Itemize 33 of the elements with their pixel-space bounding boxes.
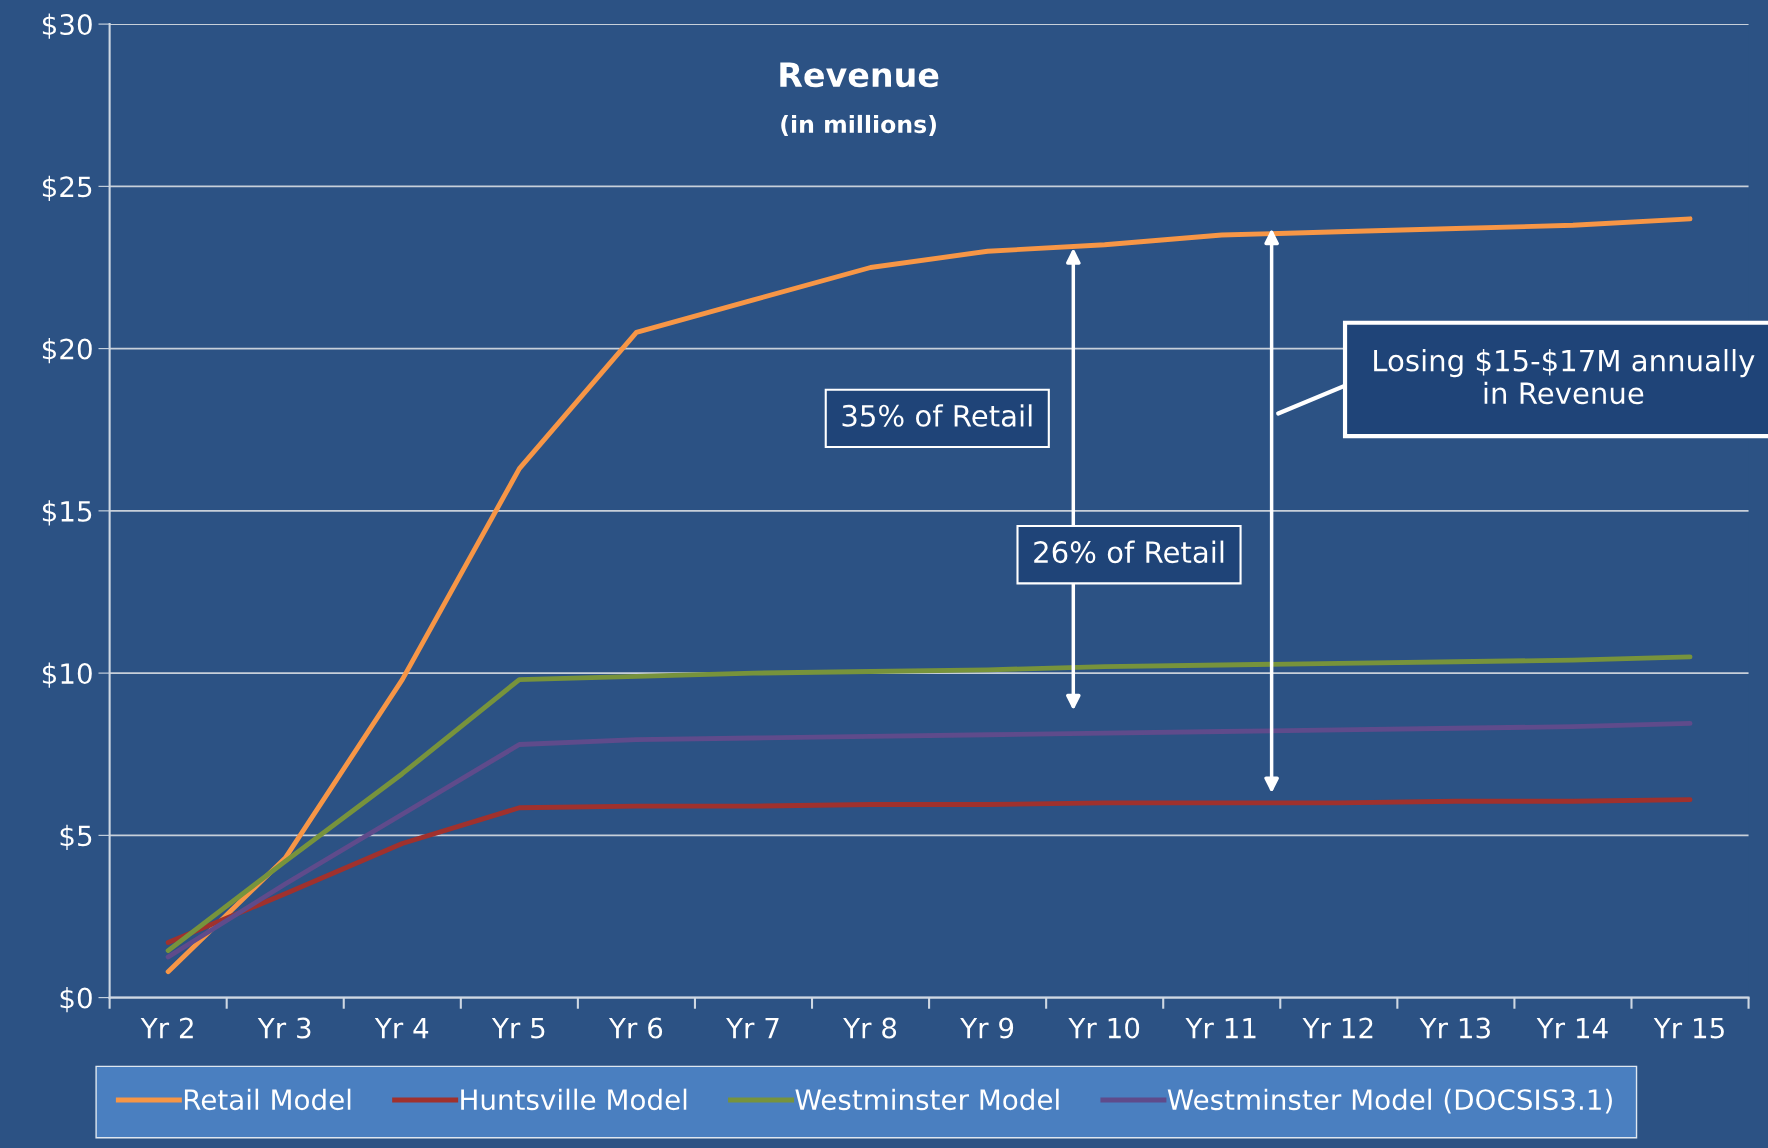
text: Revenue: [780, 62, 939, 88]
x-tick-label: Yr 15: [1653, 1017, 1724, 1039]
y-tick-label: $10: [42, 662, 92, 688]
x-tick-label: Yr 5: [491, 1017, 545, 1039]
y-tick-label: $25: [42, 175, 92, 201]
y-tick-label: $30: [42, 13, 92, 39]
line-series: [165, 654, 1693, 953]
legend-label: Westminster Model (DOCSIS3.1): [1167, 1088, 1612, 1114]
y-tick-label: $15: [42, 500, 92, 526]
x-tick-label: Yr 9: [960, 1017, 1014, 1039]
x-tick-label: Yr 4: [374, 1017, 429, 1039]
x-tick-label: Yr 11: [1185, 1017, 1256, 1039]
x-tick-label: Yr 2: [140, 1017, 193, 1039]
annotation: 26% of Retail: [1034, 540, 1224, 564]
x-tick-label: Yr 6: [608, 1017, 663, 1039]
x-tick-label: Yr 3: [257, 1017, 311, 1039]
annotation: Losing $15-$17M annually in Revenue: [1374, 348, 1755, 405]
annotation: 35% of Retail: [842, 404, 1032, 427]
x-tick-label: Yr 13: [1419, 1017, 1490, 1039]
legend-label: Huntsville Model: [461, 1088, 687, 1111]
legend-label: Retail Model: [184, 1088, 351, 1111]
x-tick-label: Yr 8: [843, 1017, 897, 1039]
x-tick-label: Yr 7: [725, 1017, 779, 1039]
line-series: [165, 720, 1693, 960]
x-tick-label: Yr 10: [1068, 1017, 1140, 1039]
y-tick-label: $20: [42, 338, 92, 364]
x-tick-label: Yr 14: [1536, 1017, 1608, 1039]
line-series: [165, 797, 1693, 945]
legend-label: Westminster Model: [795, 1088, 1059, 1111]
text: (in millions): [781, 114, 936, 136]
y-tick-label: $5: [60, 824, 92, 850]
x-tick-label: Yr 12: [1302, 1017, 1373, 1039]
y-tick-label: $0: [60, 987, 92, 1013]
